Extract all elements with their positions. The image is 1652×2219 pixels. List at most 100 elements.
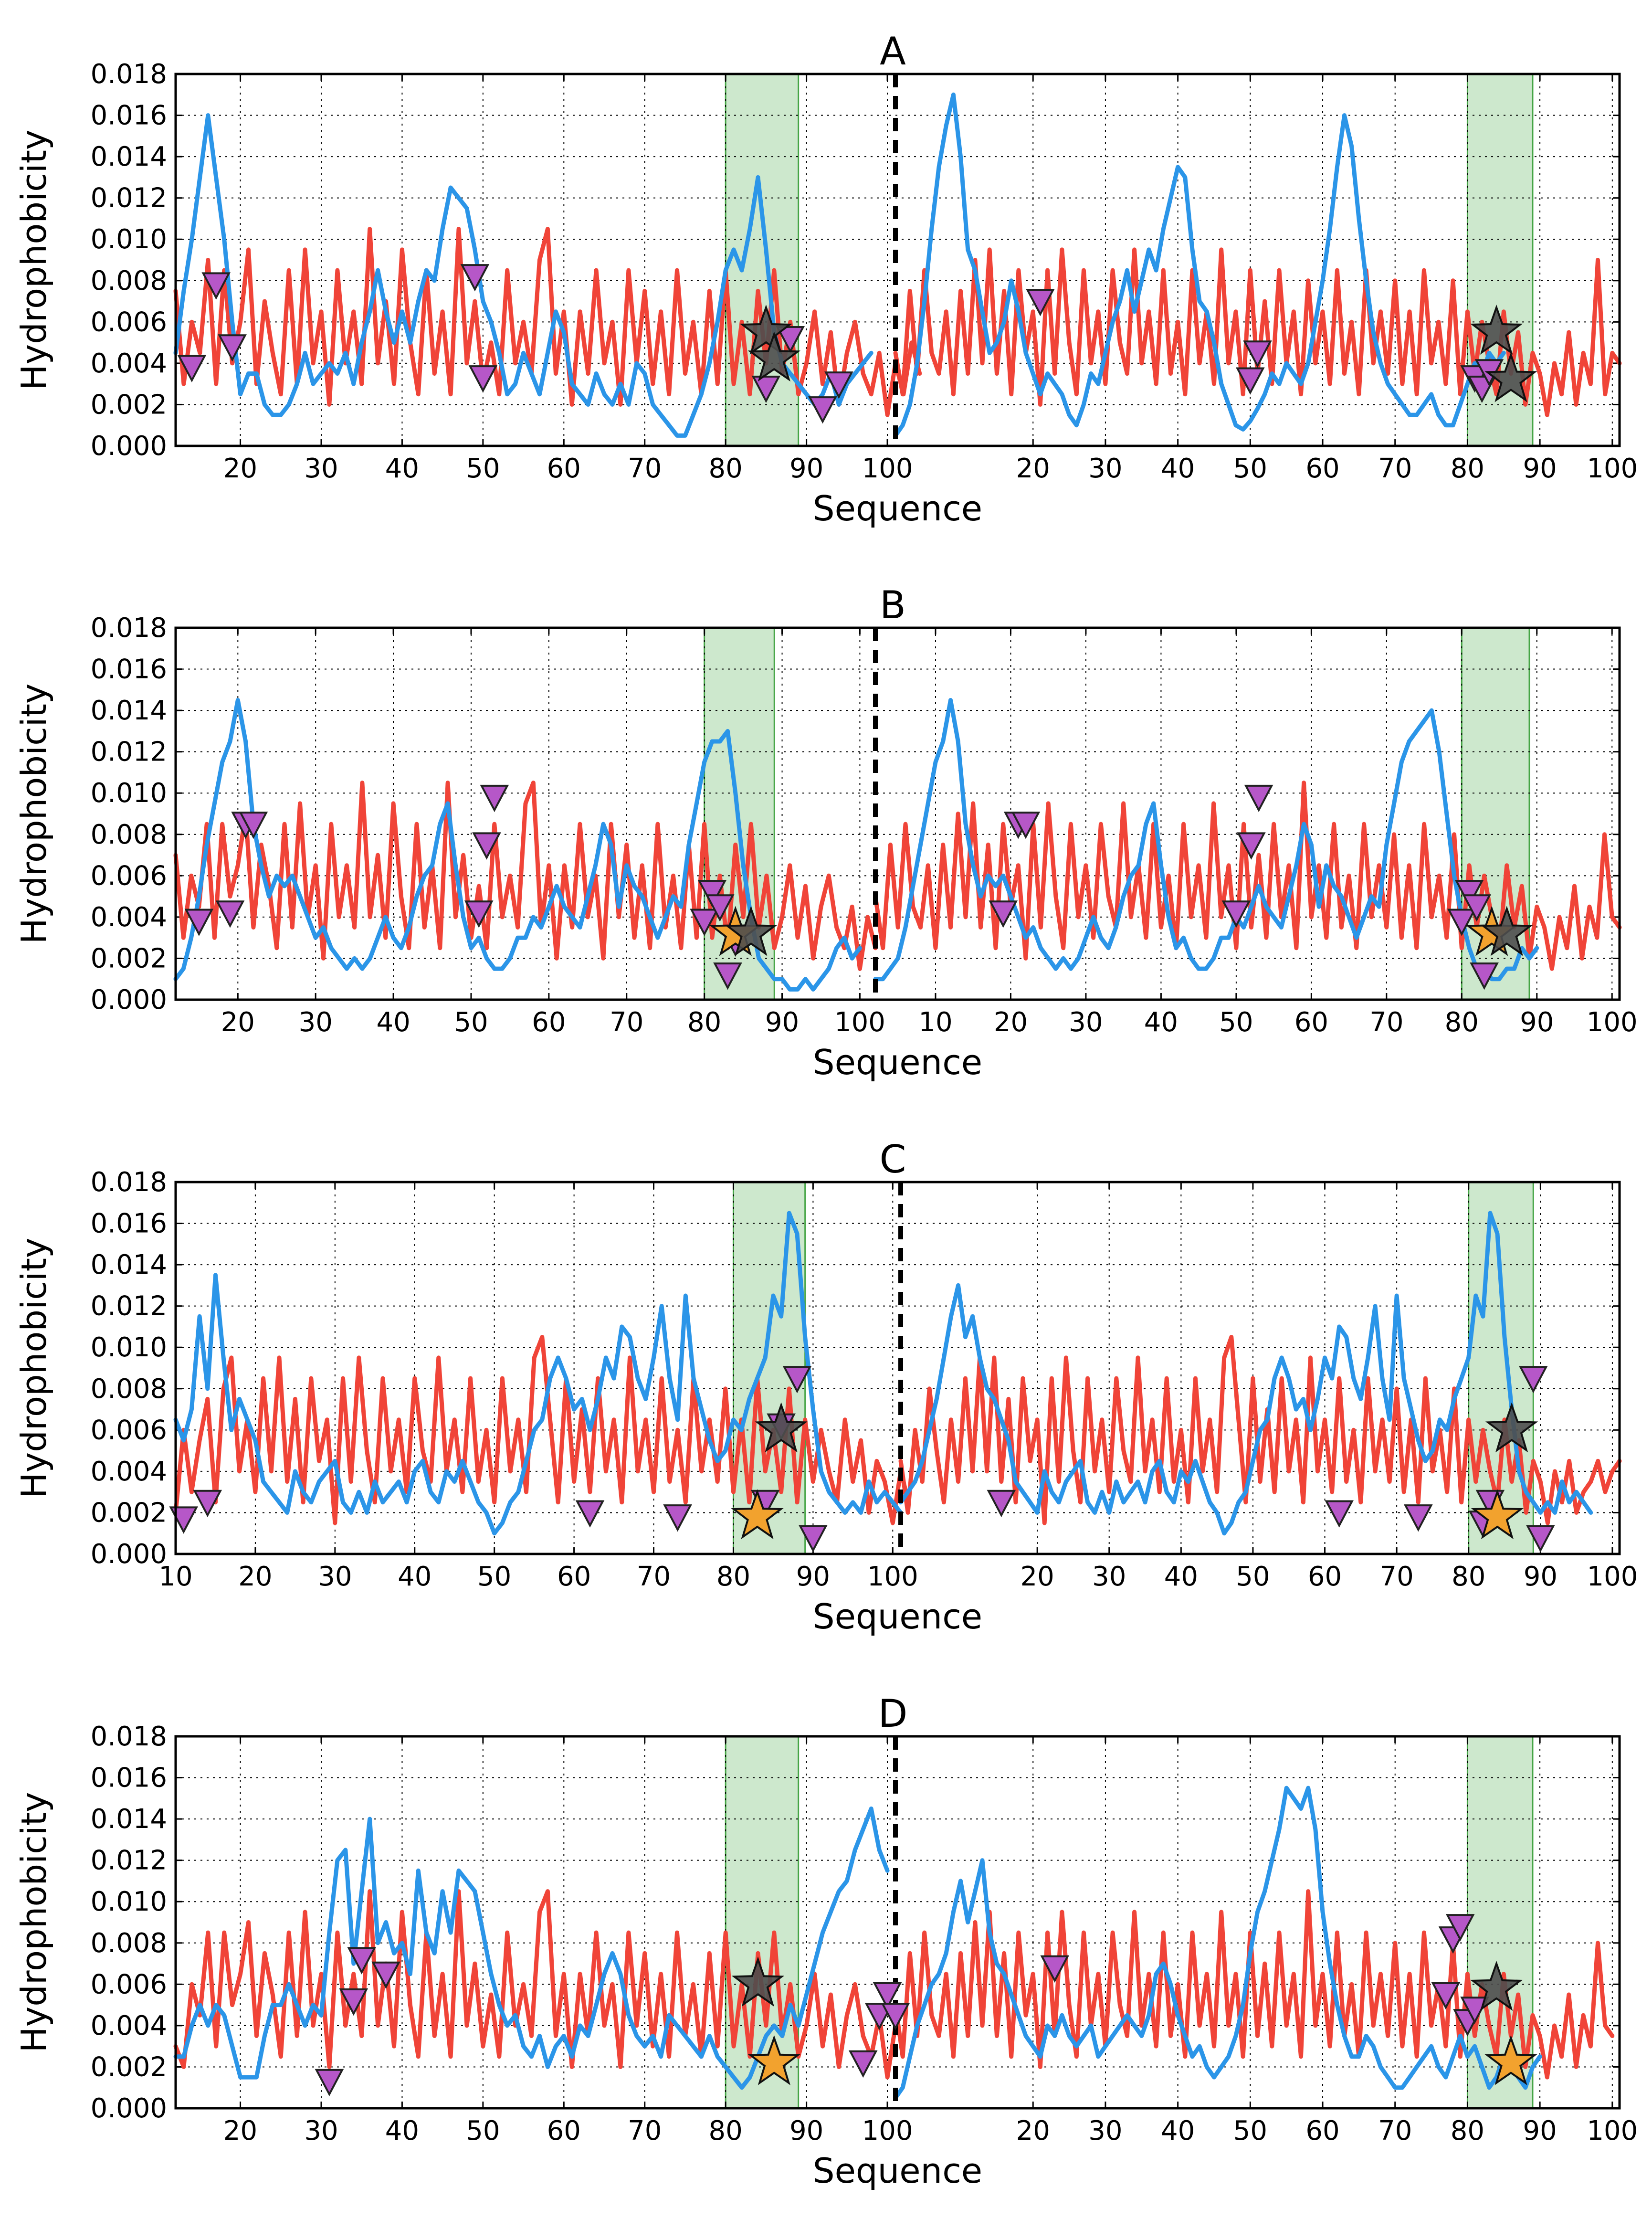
x-tick-label: 30 xyxy=(1092,1561,1126,1592)
down-triangle-marker xyxy=(881,2003,910,2030)
chart-title: A xyxy=(880,29,906,74)
star-marker xyxy=(1485,1402,1538,1453)
down-triangle-marker xyxy=(1040,1955,1070,1983)
down-triangle-marker xyxy=(1526,1525,1555,1553)
down-triangle-marker xyxy=(468,365,498,393)
y-tick-label: 0.006 xyxy=(91,1415,167,1446)
y-tick-label: 0.004 xyxy=(91,1456,167,1487)
x-tick-label: 90 xyxy=(789,2115,823,2146)
x-tick-label: 60 xyxy=(1294,1007,1328,1038)
x-tick-label: 30 xyxy=(304,453,338,484)
y-tick-label: 0.018 xyxy=(91,1167,167,1198)
x-tick-label: 70 xyxy=(628,2115,662,2146)
down-triangle-marker xyxy=(1026,289,1055,317)
down-triangle-marker xyxy=(713,962,742,990)
down-triangle-marker xyxy=(464,900,494,928)
x-tick-label: 50 xyxy=(1233,453,1267,484)
x-tick-label: 100 xyxy=(867,1561,918,1592)
down-triangle-marker xyxy=(193,1490,222,1518)
down-triangle-marker xyxy=(799,1525,828,1553)
y-tick-label: 0.004 xyxy=(91,348,167,379)
down-triangle-marker xyxy=(1462,894,1492,922)
down-triangle-marker xyxy=(215,900,245,928)
down-triangle-marker xyxy=(1454,879,1484,908)
y-tick-label: 0.010 xyxy=(91,224,167,255)
x-tick-label: 50 xyxy=(1219,1007,1253,1038)
y-tick-label: 0.018 xyxy=(91,1721,167,1752)
series-line-blue-right xyxy=(893,92,1506,438)
down-triangle-marker xyxy=(690,909,719,936)
x-tick-label: 10 xyxy=(918,1007,952,1038)
series-line-red-left xyxy=(173,1889,898,2080)
down-triangle-marker xyxy=(472,832,501,860)
down-triangle-marker xyxy=(1403,1504,1433,1532)
down-triangle-marker xyxy=(371,1961,400,1989)
star-marker xyxy=(1470,304,1523,355)
y-tick-label: 0.018 xyxy=(91,613,167,644)
y-tick-label: 0.014 xyxy=(91,695,167,726)
y-tick-label: 0.016 xyxy=(91,654,167,685)
y-tick-label: 0.016 xyxy=(91,1763,167,1794)
x-tick-label: 90 xyxy=(1524,1561,1557,1592)
x-tick-label: 50 xyxy=(466,453,500,484)
y-tick-label: 0.008 xyxy=(91,1374,167,1405)
x-tick-label: 40 xyxy=(398,1561,431,1592)
star-marker xyxy=(739,304,793,355)
y-tick-label: 0.014 xyxy=(91,1249,167,1280)
down-triangle-marker xyxy=(1244,784,1273,813)
x-tick-label: 80 xyxy=(1451,453,1484,484)
x-tick-label: 80 xyxy=(1445,1007,1479,1038)
x-tick-label: 20 xyxy=(1016,453,1050,484)
series-line-blue-right xyxy=(893,1786,1542,2100)
x-tick-label: 80 xyxy=(709,2115,743,2146)
x-tick-label: 60 xyxy=(1305,453,1339,484)
down-triangle-marker xyxy=(177,355,207,382)
x-axis-label: Sequence xyxy=(813,488,982,528)
x-tick-label: 100 xyxy=(1587,2115,1638,2146)
x-tick-label: 30 xyxy=(1069,1007,1103,1038)
x-tick-label: 50 xyxy=(1236,1561,1270,1592)
down-triangle-marker xyxy=(480,784,509,813)
x-tick-label: 100 xyxy=(1587,453,1638,484)
x-tick-label: 20 xyxy=(1016,2115,1050,2146)
x-tick-label: 50 xyxy=(1233,2115,1267,2146)
chart-panel-C: 0.000 0.002 0.004 0.006 0.008 0.010 0.012 0.014… xyxy=(14,1137,1638,1637)
y-tick-label: 0.010 xyxy=(91,778,167,809)
down-triangle-marker xyxy=(218,334,247,362)
y-tick-label: 0.002 xyxy=(91,1497,167,1528)
y-tick-label: 0.002 xyxy=(91,2051,167,2082)
series-line-blue-right xyxy=(873,698,1539,982)
y-tick-label: 0.008 xyxy=(91,1928,167,1959)
down-triangle-marker xyxy=(808,396,837,424)
y-tick-label: 0.012 xyxy=(91,183,167,214)
x-tick-label: 90 xyxy=(789,453,823,484)
x-tick-label: 40 xyxy=(1144,1007,1178,1038)
y-axis-label: Hydrophobicity xyxy=(14,1792,54,2052)
series-line-blue-left xyxy=(173,1807,890,2090)
series-line-blue-left xyxy=(173,698,862,992)
x-tick-label: 90 xyxy=(1523,2115,1557,2146)
x-tick-label: 30 xyxy=(1088,453,1122,484)
star-marker xyxy=(747,2035,801,2085)
down-triangle-marker xyxy=(184,909,214,936)
down-triangle-marker xyxy=(460,264,490,292)
y-tick-label: 0.002 xyxy=(91,943,167,974)
x-tick-label: 70 xyxy=(1378,453,1412,484)
chart-panel-B: 0.000 0.002 0.004 0.006 0.008 0.010 0.012 0.014… xyxy=(14,583,1638,1082)
x-tick-label: 50 xyxy=(477,1561,511,1592)
chart-panel-A: 0.000 0.002 0.004 0.006 0.008 0.010 0.012 0.014… xyxy=(14,29,1638,528)
y-tick-label: 0.000 xyxy=(91,2093,167,2124)
down-triangle-marker xyxy=(201,272,231,300)
x-axis-label: Sequence xyxy=(813,1042,982,1082)
down-triangle-marker xyxy=(782,1366,812,1394)
x-tick-label: 20 xyxy=(223,453,257,484)
down-triangle-marker xyxy=(1447,909,1476,936)
down-triangle-marker xyxy=(1236,367,1265,395)
x-tick-label: 90 xyxy=(1520,1007,1554,1038)
x-tick-label: 20 xyxy=(994,1007,1028,1038)
x-tick-label: 100 xyxy=(862,453,913,484)
y-tick-label: 0.010 xyxy=(91,1332,167,1363)
down-triangle-marker xyxy=(1445,1914,1475,1942)
x-tick-label: 20 xyxy=(238,1561,272,1592)
